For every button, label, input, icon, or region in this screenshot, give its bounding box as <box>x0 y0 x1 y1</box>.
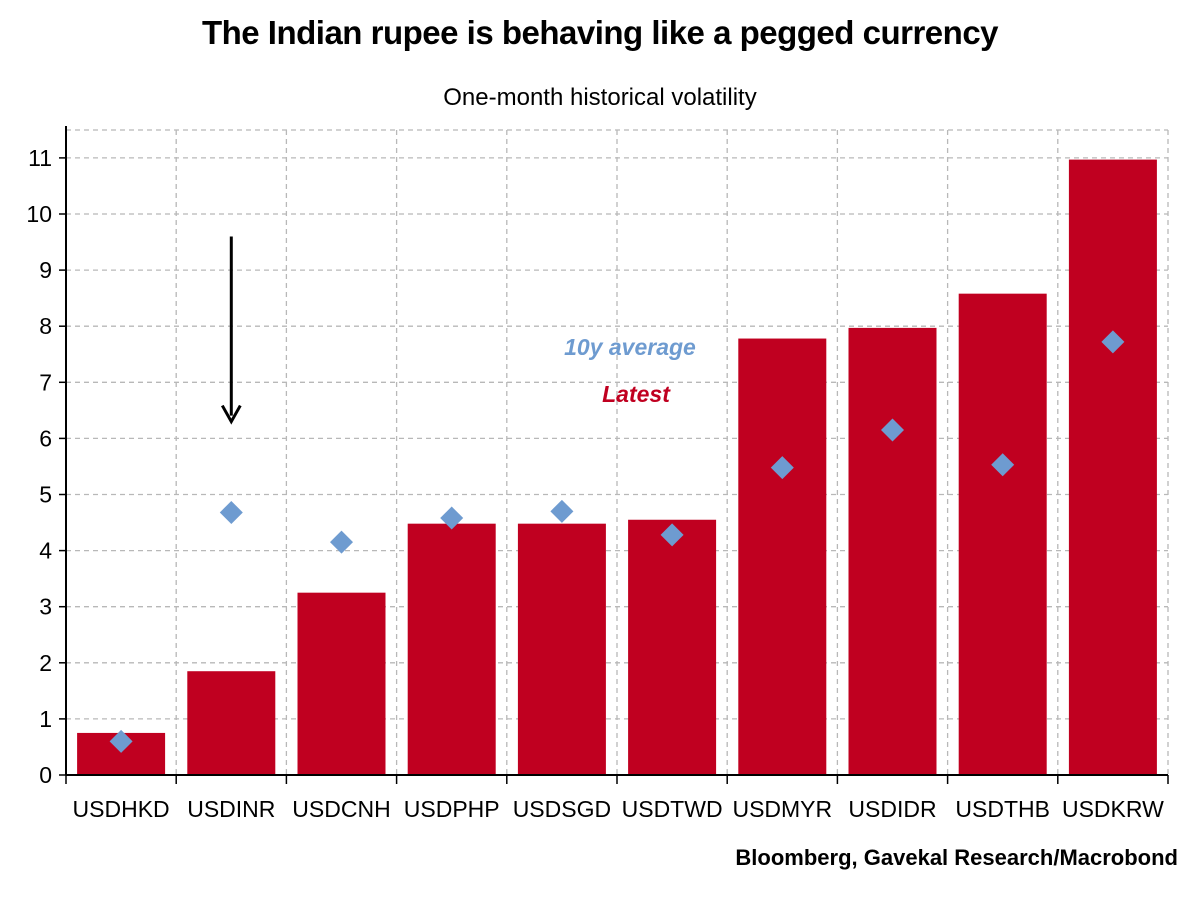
marker-usdtwd <box>660 523 684 547</box>
marker-usdkrw <box>1101 330 1125 354</box>
y-tick-label: 4 <box>39 538 52 564</box>
y-tick-label: 7 <box>39 369 52 395</box>
marker-usdidr <box>881 418 904 442</box>
x-tick-label-usdkrw: USDKRW <box>1062 796 1164 822</box>
x-tick-label-usdhkd: USDHKD <box>73 796 170 822</box>
chart-title: The Indian rupee is behaving like a pegg… <box>201 14 999 51</box>
arrow-head <box>220 404 242 425</box>
bar-usdidr <box>848 327 937 775</box>
y-tick-label: 6 <box>39 425 52 451</box>
bar-usdinr <box>187 671 276 775</box>
marker-usdphp <box>440 506 464 530</box>
marker-usdhkd <box>109 729 133 753</box>
y-tick-label: 2 <box>39 650 52 676</box>
average-markers <box>109 330 1125 753</box>
y-tick-label: 9 <box>39 257 52 283</box>
bar-usdtwd <box>628 519 717 775</box>
marker-usdthb <box>991 453 1015 477</box>
marker-usdcnh <box>330 530 353 554</box>
marker-usdsgd <box>550 499 574 523</box>
chart-subtitle: One-month historical volatility <box>443 84 757 111</box>
y-tick-label: 3 <box>39 594 52 620</box>
bar-usdsgd <box>517 523 606 775</box>
marker-usdmyr <box>770 456 794 480</box>
y-tick-label: 8 <box>39 313 52 339</box>
marker-usdinr <box>219 500 243 524</box>
legend-latest: Latest <box>602 381 671 407</box>
bar-usdphp <box>407 523 496 775</box>
x-tick-label-usdthb: USDTHB <box>955 796 1050 822</box>
annotations <box>220 236 242 425</box>
legend: 10y average Latest <box>564 334 696 407</box>
x-tick-label-usdinr: USDINR <box>187 796 275 822</box>
y-tick-label: 11 <box>28 145 52 171</box>
y-tick-label: 5 <box>39 482 52 508</box>
x-tick-label-usdidr: USDIDR <box>848 796 936 822</box>
y-tick-label: 1 <box>39 706 52 732</box>
x-tick-label-usdsgd: USDSGD <box>513 796 611 822</box>
axes: 0 1 2 3 4 5 6 7 8 9 10 11 USDHKD USDINR USDCNH USDPHP US… <box>26 126 1169 822</box>
bars <box>77 159 1157 775</box>
bar-usdmyr <box>738 338 827 775</box>
x-tick-label-usdcnh: USDCNH <box>292 796 390 822</box>
x-tick-label-usdphp: USDPHP <box>404 796 500 822</box>
x-tick-label-usdmyr: USDMYR <box>732 796 832 822</box>
y-tick-label: 10 <box>26 201 52 227</box>
legend-10y-average: 10y average <box>564 334 696 360</box>
bar-usdkrw <box>1068 159 1157 775</box>
y-tick-label: 0 <box>39 762 52 788</box>
source-note: Bloomberg, Gavekal Research/Macrobond <box>735 845 1178 870</box>
bar-usdthb <box>958 293 1047 775</box>
bar-usdcnh <box>297 592 386 775</box>
x-tick-label-usdtwd: USDTWD <box>622 796 723 822</box>
